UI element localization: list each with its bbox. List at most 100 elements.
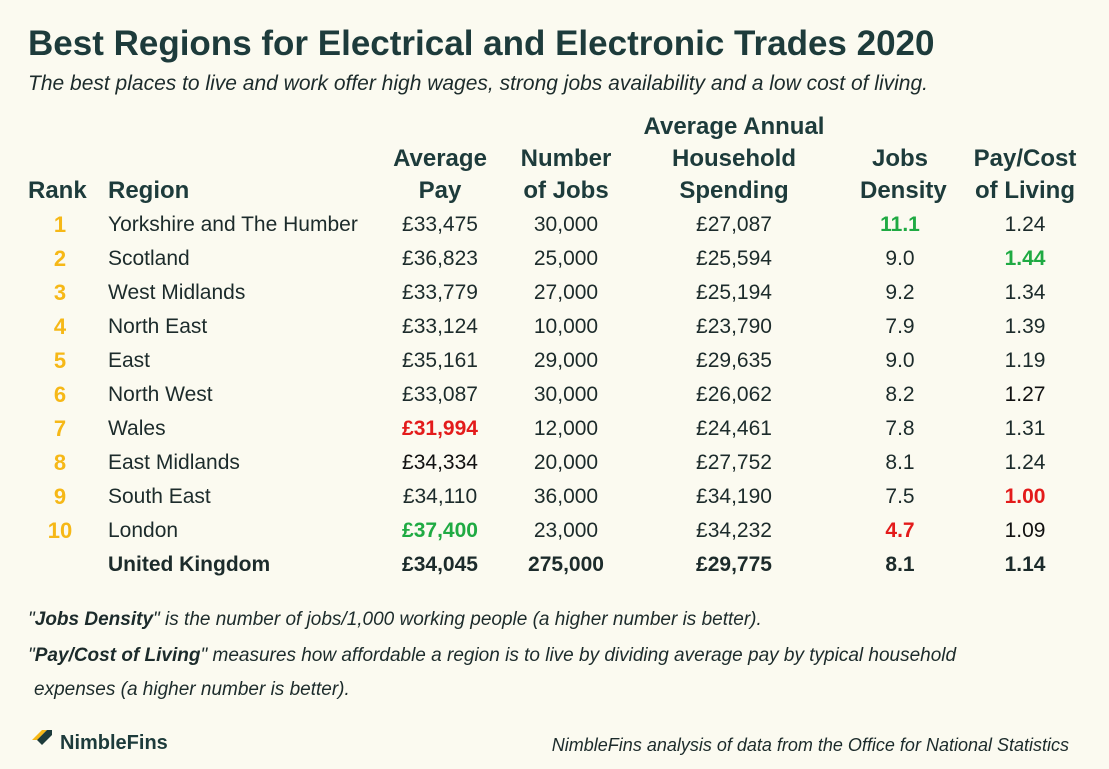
cell-region: North West [108, 383, 213, 406]
cell-rank: 7 [53, 416, 67, 441]
header-spend: Average Annual Household Spending [643, 113, 825, 204]
cell-spend: £25,194 [696, 281, 772, 304]
cell-ratio: 1.24 [1004, 213, 1046, 236]
cell-region: South East [108, 485, 211, 508]
cell-ratio: 1.24 [1004, 451, 1046, 474]
cell-jobs: 275,000 [528, 553, 604, 576]
cell-ratio: 1.27 [1004, 383, 1046, 406]
cell-spend: £27,087 [696, 213, 772, 236]
cell-spend: £27,752 [696, 451, 772, 474]
cell-spend: £29,635 [696, 349, 772, 372]
header-rank: Rank [28, 177, 87, 204]
cell-density: 8.2 [885, 383, 915, 406]
cell-jobs: 27,000 [533, 281, 599, 304]
chart-subtitle: The best places to live and work offer h… [28, 72, 928, 95]
cell-pay: £33,087 [402, 383, 478, 406]
cell-ratio: 1.34 [1004, 281, 1046, 304]
cell-rank: 9 [53, 484, 67, 509]
cell-region: West Midlands [108, 281, 246, 304]
cell-density: 9.0 [885, 247, 915, 270]
cell-pay: £31,994 [402, 417, 478, 440]
cell-jobs: 30,000 [533, 213, 599, 236]
cell-pay: £34,045 [402, 553, 478, 576]
cell-spend: £26,062 [696, 383, 772, 406]
brand-name: NimbleFins [60, 732, 168, 754]
cell-spend: £34,190 [696, 485, 772, 508]
cell-ratio: 1.44 [1004, 247, 1046, 270]
cell-ratio: 1.09 [1004, 519, 1046, 542]
cell-jobs: 12,000 [533, 417, 599, 440]
note-density-text: is the number of jobs/1,000 working peop… [165, 609, 762, 630]
cell-pay: £33,475 [402, 213, 478, 236]
cell-pay: £35,161 [402, 349, 478, 372]
chart-title: Best Regions for Electrical and Electron… [28, 24, 935, 63]
cell-pay: £34,334 [402, 451, 478, 474]
source-note: NimbleFins analysis of data from the Off… [551, 735, 1069, 755]
cell-spend: £24,461 [696, 417, 772, 440]
cell-rank: 3 [53, 280, 67, 305]
cell-pay: £33,124 [402, 315, 478, 338]
header-jobs: Number of Jobs [520, 145, 612, 204]
cell-ratio: 1.14 [1004, 553, 1046, 576]
table-row: 1 Yorkshire and The Humber £33,475 30,000 £2… [0, 208, 1109, 242]
header-ratio: Pay/Cost of Living [973, 145, 1077, 204]
cell-density: 9.2 [885, 281, 915, 304]
table-row: 4 North East £33,124 10,000 £23,790 7.9 1.39 [0, 310, 1109, 344]
cell-density: 7.5 [885, 485, 915, 508]
cell-rank: 5 [53, 348, 67, 373]
cell-pay: £33,779 [402, 281, 478, 304]
cell-region: London [108, 519, 179, 542]
cell-density: 7.8 [885, 417, 915, 440]
cell-density: 7.9 [885, 315, 915, 338]
cell-region: North East [108, 315, 208, 338]
cell-rank: 1 [53, 212, 67, 237]
table-row: 9 South East £34,110 36,000 £34,190 7.5 1.00 [0, 480, 1109, 514]
cell-spend: £25,594 [696, 247, 772, 270]
cell-spend: £23,790 [696, 315, 772, 338]
cell-rank: 2 [53, 246, 67, 271]
table-row: 7 Wales £31,994 12,000 £24,461 7.8 1.31 [0, 412, 1109, 446]
cell-pay: £36,823 [402, 247, 478, 270]
table-row: 3 West Midlands £33,779 27,000 £25,194 9.2 1.3… [0, 276, 1109, 310]
cell-ratio: 1.19 [1004, 349, 1046, 372]
cell-spend: £34,232 [696, 519, 772, 542]
note-ratio-text: measures how affordable a region is to l… [212, 645, 957, 666]
cell-rank: 4 [53, 314, 67, 339]
cell-density: 8.1 [885, 451, 915, 474]
cell-pay: £34,110 [402, 485, 478, 508]
table-row: 2 Scotland £36,823 25,000 £25,594 9.0 1.44 [0, 242, 1109, 276]
cell-ratio: 1.31 [1004, 417, 1046, 440]
header-pay: Average Pay [393, 145, 487, 204]
cell-density: 8.1 [885, 553, 915, 576]
table-row: 8 East Midlands £34,334 20,000 £27,752 8.1 1.2… [0, 446, 1109, 480]
cell-density: 4.7 [885, 519, 915, 542]
total-row: United Kingdom £34,045 275,000 £29,775 8.1 1.… [0, 548, 1109, 582]
table-row: 5 East £35,161 29,000 £29,635 9.0 1.19 [0, 344, 1109, 378]
cell-region: Wales [108, 417, 166, 440]
cell-density: 9.0 [885, 349, 915, 372]
cell-rank: 10 [47, 518, 73, 543]
note-density-term: Jobs Density [34, 609, 154, 630]
cell-region: Scotland [108, 247, 190, 270]
cell-jobs: 23,000 [533, 519, 599, 542]
cell-density: 11.1 [880, 213, 920, 236]
cell-rank: 6 [53, 382, 67, 407]
header-density: Jobs Density [860, 145, 947, 204]
cell-ratio: 1.39 [1004, 315, 1046, 338]
cell-region: East Midlands [108, 451, 240, 474]
cell-jobs: 29,000 [533, 349, 599, 372]
cell-region: Yorkshire and The Humber [108, 213, 358, 236]
table-row: 6 North West £33,087 30,000 £26,062 8.2 1.27 [0, 378, 1109, 412]
cell-region: East [108, 349, 151, 372]
note-jobs-density: "Jobs Density" is the number of jobs/1,0… [28, 609, 762, 630]
cell-rank: 8 [53, 450, 67, 475]
cell-jobs: 36,000 [533, 485, 599, 508]
cell-jobs: 10,000 [533, 315, 599, 338]
cell-jobs: 30,000 [533, 383, 599, 406]
cell-spend: £29,775 [696, 553, 772, 576]
logo-chevron-icon [32, 730, 52, 745]
note-ratio-term: Pay/Cost of Living [34, 645, 201, 666]
cell-pay: £37,400 [402, 519, 478, 542]
cell-jobs: 20,000 [533, 451, 599, 474]
cell-ratio: 1.00 [1004, 485, 1046, 508]
